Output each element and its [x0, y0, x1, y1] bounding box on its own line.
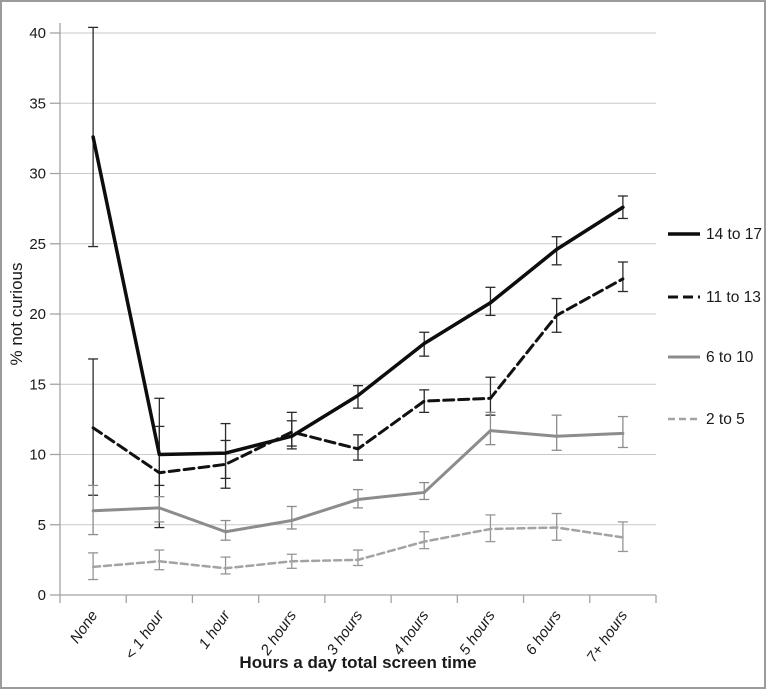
- y-tick-label: 20: [29, 306, 46, 323]
- y-tick-label: 10: [29, 447, 46, 464]
- y-axis-title: % not curious: [7, 263, 26, 366]
- error-bar-11-to-13: [617, 261, 628, 293]
- x-tick-label: 4 hours: [390, 607, 433, 658]
- legend-item: 6 to 10: [668, 349, 754, 366]
- x-tick-label: 6 hours: [522, 607, 565, 658]
- x-tick-label: 3 hours: [324, 607, 367, 658]
- legend-label: 2 to 5: [706, 411, 745, 428]
- x-tick-label: 7+ hours: [584, 607, 632, 665]
- y-tick-label: 35: [29, 95, 46, 112]
- y-tick-label: 5: [38, 517, 46, 534]
- error-bar-2-to-5: [419, 531, 430, 550]
- x-tick-label: < 1 hour: [122, 607, 168, 663]
- error-bar-2-to-5: [154, 549, 165, 571]
- legend-label: 6 to 10: [706, 349, 754, 366]
- error-bar-6-to-10: [286, 505, 297, 530]
- error-bar-2-to-5: [220, 556, 231, 575]
- x-tick-label: 5 hours: [456, 607, 499, 658]
- error-bar-6-to-10: [485, 411, 496, 446]
- series-line-6-to-10: [91, 429, 625, 534]
- y-tick-label: 15: [29, 376, 46, 393]
- legend-item: 14 to 17: [668, 226, 762, 243]
- series-line-14-to-17: [91, 135, 625, 457]
- y-tick-label: 0: [38, 587, 46, 604]
- legend-item: 11 to 13: [668, 289, 761, 306]
- error-bar-2-to-5: [353, 549, 363, 567]
- legend-label: 14 to 17: [706, 226, 762, 243]
- series-line-11-to-13: [91, 277, 625, 475]
- plot-area: 0 5 10 15 20 25 30 35 40 None < 1 hour 1 hour 2 hour…: [29, 23, 762, 665]
- legend-item: 2 to 5: [668, 411, 745, 428]
- y-tick-label: 40: [29, 25, 46, 42]
- error-bar-6-to-10: [551, 414, 562, 451]
- legend-label: 11 to 13: [706, 289, 761, 306]
- x-tick-label: None: [67, 608, 101, 647]
- series-line-2-to-5: [91, 526, 625, 570]
- error-bar-11-to-13: [286, 411, 297, 447]
- y-tick-label: 25: [29, 236, 46, 253]
- x-tick-label: 2 hours: [257, 607, 300, 659]
- x-tick-label: 1 hour: [196, 607, 235, 652]
- y-tick-label: 30: [29, 166, 46, 183]
- error-bar-11-to-13: [220, 439, 231, 489]
- x-axis-title: Hours a day total screen time: [239, 653, 476, 672]
